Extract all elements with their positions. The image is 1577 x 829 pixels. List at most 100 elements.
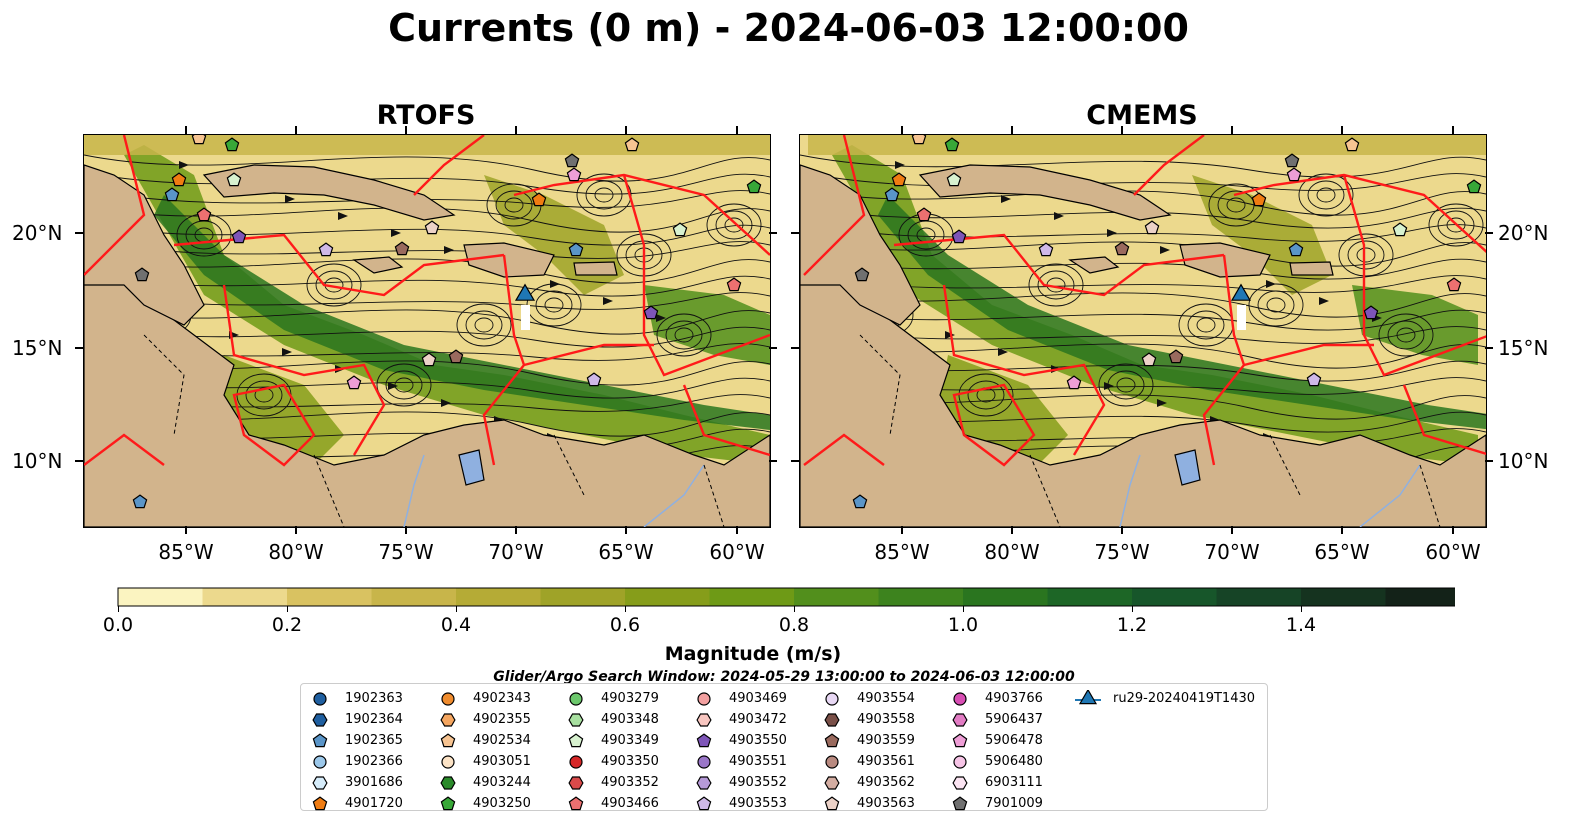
colorbar-tick-label: 0.8 — [778, 614, 810, 636]
legend-label: 1902366 — [345, 754, 403, 769]
legend-item: 4903279 — [563, 688, 659, 709]
lon-tick-bottom — [625, 526, 627, 534]
eez-boundary — [84, 135, 146, 276]
eddy-streamline — [1437, 210, 1475, 240]
legend-marker-icon — [952, 732, 968, 747]
lon-tick-top — [295, 126, 297, 134]
land — [800, 254, 1486, 527]
eddy-streamline — [1396, 327, 1416, 343]
legend-label: 4903766 — [985, 691, 1043, 706]
lon-tick-bottom — [295, 526, 297, 534]
river — [1119, 454, 1421, 527]
legend-marker-icon — [696, 712, 712, 727]
eddy-streamline — [1387, 320, 1425, 350]
lake — [458, 449, 485, 486]
colorbar-cell — [371, 588, 457, 606]
streamline — [84, 154, 770, 182]
legend-symbol — [569, 691, 583, 706]
eddy-streamline — [576, 173, 632, 217]
colorbar-cell — [1301, 588, 1386, 606]
legend-label: 5906437 — [985, 712, 1043, 727]
lat-label-right: 20°N — [1498, 221, 1549, 245]
streamline-arrow — [603, 297, 613, 305]
legend-item: 4903554 — [819, 688, 915, 709]
legend-item: 4902343 — [435, 688, 531, 709]
eez-boundary — [232, 383, 316, 467]
eddy-streamline — [504, 197, 524, 213]
float-marker — [854, 267, 870, 282]
colorbar-cell — [963, 588, 1048, 606]
legend-label: 4903469 — [729, 691, 787, 706]
eddy-streamline — [1196, 317, 1216, 333]
lake — [1174, 449, 1201, 486]
eez-boundary — [84, 433, 165, 466]
speed-patch — [644, 285, 770, 365]
legend-marker-icon — [953, 754, 967, 769]
eddy-streamline — [1298, 173, 1354, 217]
legend-item: 4903348 — [563, 709, 659, 730]
colorbar-tick-mark — [625, 606, 626, 612]
legend-label: 4903563 — [857, 796, 915, 811]
streamline-arrow — [998, 348, 1008, 356]
eez-boundary — [682, 384, 770, 457]
eez-boundary — [222, 284, 386, 456]
streamline-arrow — [282, 348, 292, 356]
lon-tick-top — [1121, 126, 1123, 134]
legend-marker-icon — [824, 732, 840, 747]
float-marker — [951, 229, 967, 244]
colorbar-cell — [1216, 588, 1302, 606]
legend-marker-icon — [697, 691, 711, 706]
eez-boundary — [952, 383, 1036, 467]
eddy-streamline — [1266, 297, 1286, 313]
legend-marker-icon — [1075, 689, 1101, 704]
legend-label: 1902365 — [345, 733, 403, 748]
float-marker — [1288, 242, 1304, 257]
legend-marker-icon — [441, 754, 455, 769]
float-marker — [672, 222, 688, 237]
lon-label: 70°W — [488, 540, 544, 564]
legend-marker-icon — [440, 732, 456, 747]
legend-item: 1902365 — [307, 730, 403, 751]
lat-tick-right — [769, 232, 777, 234]
colorbar-tick-label: 1.0 — [947, 614, 979, 636]
legend-item: 5906437 — [947, 709, 1043, 730]
legend-label: 4903553 — [729, 796, 787, 811]
colorbar-cell — [287, 588, 372, 606]
legend-label: 5906480 — [985, 754, 1043, 769]
lat-tick-left — [75, 232, 83, 234]
glider-current-arrow — [1237, 305, 1246, 330]
legend-symbol — [568, 775, 584, 790]
legend-item: 4903472 — [691, 709, 787, 730]
legend-item: 1902366 — [307, 751, 403, 772]
float-marker — [1168, 349, 1184, 364]
lon-tick-bottom — [1011, 526, 1013, 534]
legend-symbol — [696, 732, 712, 747]
legend-label: 4903051 — [473, 754, 531, 769]
lat-label-right: 10°N — [1498, 449, 1549, 473]
eez-boundary — [803, 135, 866, 276]
colorbar-cell — [625, 588, 710, 606]
colorbar-tick-mark — [118, 606, 119, 612]
colorbar-tick-label: 0.4 — [440, 614, 472, 636]
legend-symbol — [440, 732, 456, 747]
streamline-arrow — [1054, 212, 1064, 220]
colorbar-tick-mark — [1132, 606, 1133, 612]
float-marker — [944, 137, 960, 152]
eddy-streamline — [1187, 310, 1225, 340]
lon-label: 85°W — [158, 540, 214, 564]
eddy-streamline — [1028, 263, 1084, 307]
legend-symbol — [824, 732, 840, 747]
streamline-arrow — [338, 212, 348, 220]
legend-item: 4903563 — [819, 793, 915, 814]
float-marker — [726, 277, 742, 292]
country-border — [859, 334, 1441, 527]
legend-column: ru29-20240419T1430 — [1075, 688, 1255, 709]
eddy-streamline — [656, 313, 712, 357]
legend-column: 4903766 5906437 5906478 5906480 6903111 79010… — [947, 688, 1043, 814]
figure-title: Currents (0 m) - 2024-06-03 12:00:00 — [388, 6, 1189, 50]
float-marker — [164, 187, 180, 202]
legend-item: 4903559 — [819, 730, 915, 751]
legend-label: 4903558 — [857, 712, 915, 727]
legend-label: 4903279 — [601, 691, 659, 706]
legend-marker-icon — [824, 795, 840, 810]
